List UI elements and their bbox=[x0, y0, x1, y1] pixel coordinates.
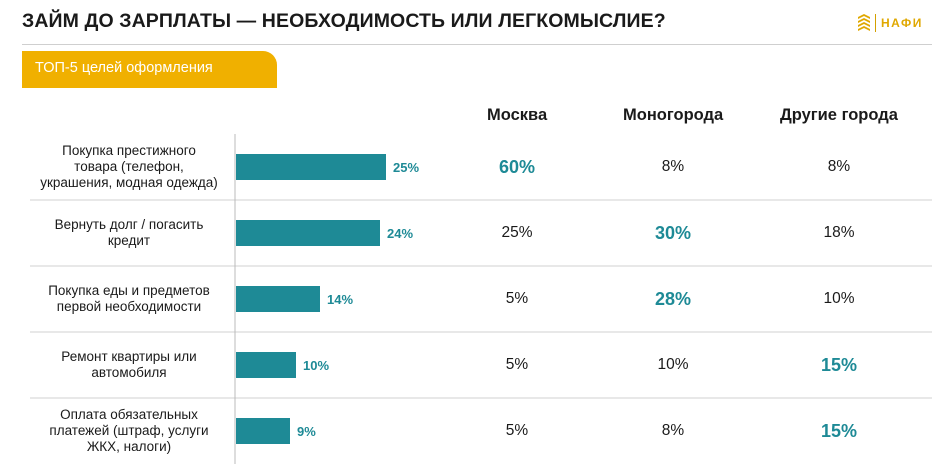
table-cell: 60% bbox=[498, 156, 536, 177]
nafi-logo: НАФИ bbox=[857, 12, 923, 34]
column-header: Другие города bbox=[780, 106, 898, 124]
bar-value-label: 10% bbox=[303, 358, 329, 373]
table-cell: 30% bbox=[654, 222, 692, 243]
column-header: Моногорода bbox=[623, 106, 724, 124]
bar-value-label: 24% bbox=[387, 226, 413, 241]
table-cell: 8% bbox=[661, 158, 685, 175]
page-title: ЗАЙМ ДО ЗАРПЛАТЫ — НЕОБХОДИМОСТЬ ИЛИ ЛЕГ… bbox=[22, 10, 666, 32]
bar-value-label: 14% bbox=[327, 292, 353, 307]
bar bbox=[236, 154, 386, 180]
category-label: Покупка еды и предметов первой необходим… bbox=[48, 283, 210, 314]
category-label: Покупка престижного товара (телефон, укр… bbox=[40, 143, 218, 190]
table-cell: 15% bbox=[820, 354, 858, 375]
category-label: Вернуть долг / погасить кредит bbox=[54, 217, 204, 248]
bar bbox=[236, 220, 380, 246]
table-cell: 5% bbox=[505, 290, 529, 307]
logo-mark-icon bbox=[858, 14, 870, 31]
table-cell: 15% bbox=[820, 420, 858, 441]
table-cell: 10% bbox=[823, 290, 855, 307]
bar bbox=[236, 418, 290, 444]
bar-value-label: 9% bbox=[297, 424, 316, 439]
table-cell: 8% bbox=[827, 158, 851, 175]
category-label: Ремонт квартиры или автомобиля bbox=[61, 349, 197, 380]
table-cell: 25% bbox=[501, 224, 533, 241]
category-label: Оплата обязательных платежей (штраф, усл… bbox=[49, 407, 209, 454]
table-cell: 10% bbox=[657, 356, 689, 373]
header-divider bbox=[22, 44, 932, 45]
bar bbox=[236, 286, 320, 312]
section-tab: ТОП-5 целей оформления bbox=[22, 51, 277, 88]
bar-value-label: 25% bbox=[393, 160, 419, 175]
table-cell: 5% bbox=[505, 422, 529, 439]
logo-text: НАФИ bbox=[881, 16, 923, 30]
table-cell: 8% bbox=[661, 422, 685, 439]
logo-separator bbox=[875, 14, 876, 32]
column-header: Москва bbox=[487, 106, 548, 124]
table-cell: 18% bbox=[823, 224, 855, 241]
table-cell: 28% bbox=[654, 288, 692, 309]
table-cell: 5% bbox=[505, 356, 529, 373]
bar bbox=[236, 352, 296, 378]
